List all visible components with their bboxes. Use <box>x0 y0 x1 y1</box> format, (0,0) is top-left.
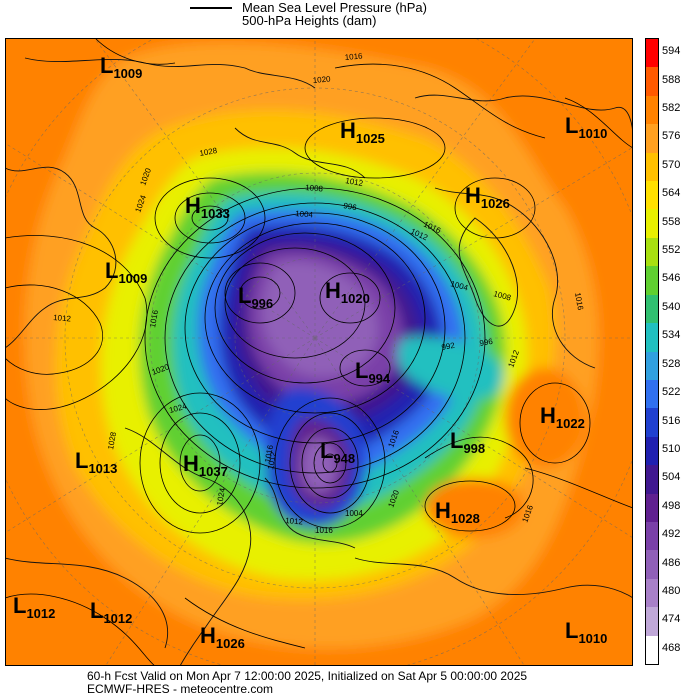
colorbar-tick-label: 564 <box>662 187 681 200</box>
colorbar-tick-label: 474 <box>662 613 681 626</box>
colorbar-swatch <box>646 607 658 637</box>
low-pressure-label: L1009 <box>105 258 147 286</box>
colorbar-tick-label: 492 <box>662 528 681 541</box>
high-pressure-label: H1025 <box>340 118 385 146</box>
colorbar-tick-label: 582 <box>662 102 681 115</box>
legend-mslp-label: Mean Sea Level Pressure (hPa) <box>242 0 427 15</box>
high-pressure-label: H1033 <box>185 193 230 221</box>
colorbar-swatch <box>646 237 658 267</box>
low-pressure-label: L1012 <box>90 598 132 626</box>
colorbar-swatch <box>646 465 658 495</box>
isobar-value-label: 996 <box>479 337 494 348</box>
high-pressure-label: H1037 <box>183 451 228 479</box>
colorbar-swatch <box>646 550 658 580</box>
colorbar-tick-label: 534 <box>662 329 681 342</box>
colorbar-swatch <box>646 436 658 466</box>
colorbar-swatch <box>646 124 658 154</box>
colorbar-swatch <box>646 578 658 608</box>
isobar-value-label: 1008 <box>305 183 324 194</box>
colorbar-swatch <box>646 408 658 438</box>
colorbar-swatch <box>646 294 658 324</box>
isobar-value-label: 1016 <box>344 51 363 62</box>
isobar-value-label: 1024 <box>215 487 227 507</box>
colorbar-swatch <box>646 635 658 665</box>
colorbar-swatch <box>646 39 658 68</box>
legend-heights-label: 500-hPa Heights (dam) <box>242 13 377 28</box>
low-pressure-label: L998 <box>450 428 485 456</box>
isobar-value-label: 1012 <box>345 176 365 188</box>
colorbar-tick-label: 558 <box>662 215 681 228</box>
low-pressure-label: L1009 <box>100 53 142 81</box>
coastlines <box>5 57 633 666</box>
colorbar-tick-label: 486 <box>662 556 681 569</box>
colorbar-tick-label: 540 <box>662 300 681 313</box>
colorbar-tick-label: 504 <box>662 471 681 484</box>
low-pressure-label: L1010 <box>565 618 607 646</box>
colorbar-swatch <box>646 181 658 210</box>
colorbar-tick-label: 570 <box>662 158 681 171</box>
isobar-value-label: 1028 <box>106 431 118 451</box>
high-pressure-label: H1026 <box>200 623 245 651</box>
isobar-value-label: 1012 <box>53 313 72 324</box>
model-source-text: ECMWF-HRES - meteocentre.com <box>87 682 274 696</box>
forecast-valid-text: 60-h Fcst Valid on Mon Apr 7 12:00:00 20… <box>87 669 528 683</box>
colorbar-swatch <box>646 323 658 352</box>
colorbar-tick-label: 480 <box>662 584 681 597</box>
high-pressure-label: H1020 <box>325 278 370 306</box>
colorbar-swatch <box>646 95 658 125</box>
colorbar-tick-label: 498 <box>662 499 681 512</box>
colorbar-tick-label: 576 <box>662 130 681 143</box>
colorbar-tick-label: 522 <box>662 386 681 399</box>
high-pressure-label: H1028 <box>435 498 480 526</box>
low-pressure-label: L948 <box>320 438 355 466</box>
isobar-value-label: 1004 <box>295 209 314 220</box>
low-pressure-label: L996 <box>238 283 273 311</box>
colorbar-swatch <box>646 209 658 239</box>
isobar-value-label: 1012 <box>285 516 304 527</box>
colorbar-swatch <box>646 67 658 97</box>
low-pressure-label: L1010 <box>565 113 607 141</box>
high-pressure-label: H1022 <box>540 403 585 431</box>
isobar-value-label: 1004 <box>345 509 363 518</box>
weather-map: 1016102010281020102410121008996101210161… <box>5 38 633 666</box>
high-pressure-label: H1026 <box>465 183 510 211</box>
colorbar-tick-label: 510 <box>662 442 681 455</box>
colorbar-swatch <box>646 266 658 296</box>
isobar-line-sample <box>190 7 232 9</box>
isobar-value-label: 1016 <box>573 292 585 312</box>
map-legend: Mean Sea Level Pressure (hPa) 500-hPa He… <box>190 0 510 30</box>
colorbar-swatch <box>646 152 658 182</box>
isobar-value-label: 996 <box>343 201 358 212</box>
height-field <box>5 38 633 666</box>
colorbar-tick-label: 552 <box>662 244 681 257</box>
low-pressure-label: L994 <box>355 358 391 386</box>
colorbar-tick-label: 594 <box>662 45 681 58</box>
low-pressure-label: L1013 <box>75 448 117 476</box>
colorbar-tick-label: 516 <box>662 414 681 427</box>
colorbar-tick-label: 588 <box>662 73 681 86</box>
colorbar-swatch <box>646 521 658 551</box>
colorbar-swatch <box>646 379 658 409</box>
isobar-value-label: 1020 <box>312 74 331 85</box>
isobar-value-label: 1028 <box>199 146 219 158</box>
isobars <box>5 38 633 666</box>
isobar-value-label: 1016 <box>315 526 333 535</box>
low-pressure-label: L1012 <box>13 593 55 621</box>
colorbar-tick-label: 528 <box>662 357 681 370</box>
isobar-value-label: 992 <box>441 341 456 352</box>
colorbar-swatch <box>646 493 658 523</box>
colorbar <box>645 38 659 665</box>
isobar-value-label: 1012 <box>266 451 278 471</box>
isobar-value-label: 1016 <box>148 309 160 329</box>
isobar-value-label: 1016 <box>263 444 275 464</box>
colorbar-swatch <box>646 351 658 381</box>
colorbar-tick-label: 468 <box>662 641 681 654</box>
pressure-systems: L1009 H1025 L1010 H1033 H1026 L1009 L996 H1020 L… <box>13 53 607 651</box>
colorbar-tick-label: 546 <box>662 272 681 285</box>
